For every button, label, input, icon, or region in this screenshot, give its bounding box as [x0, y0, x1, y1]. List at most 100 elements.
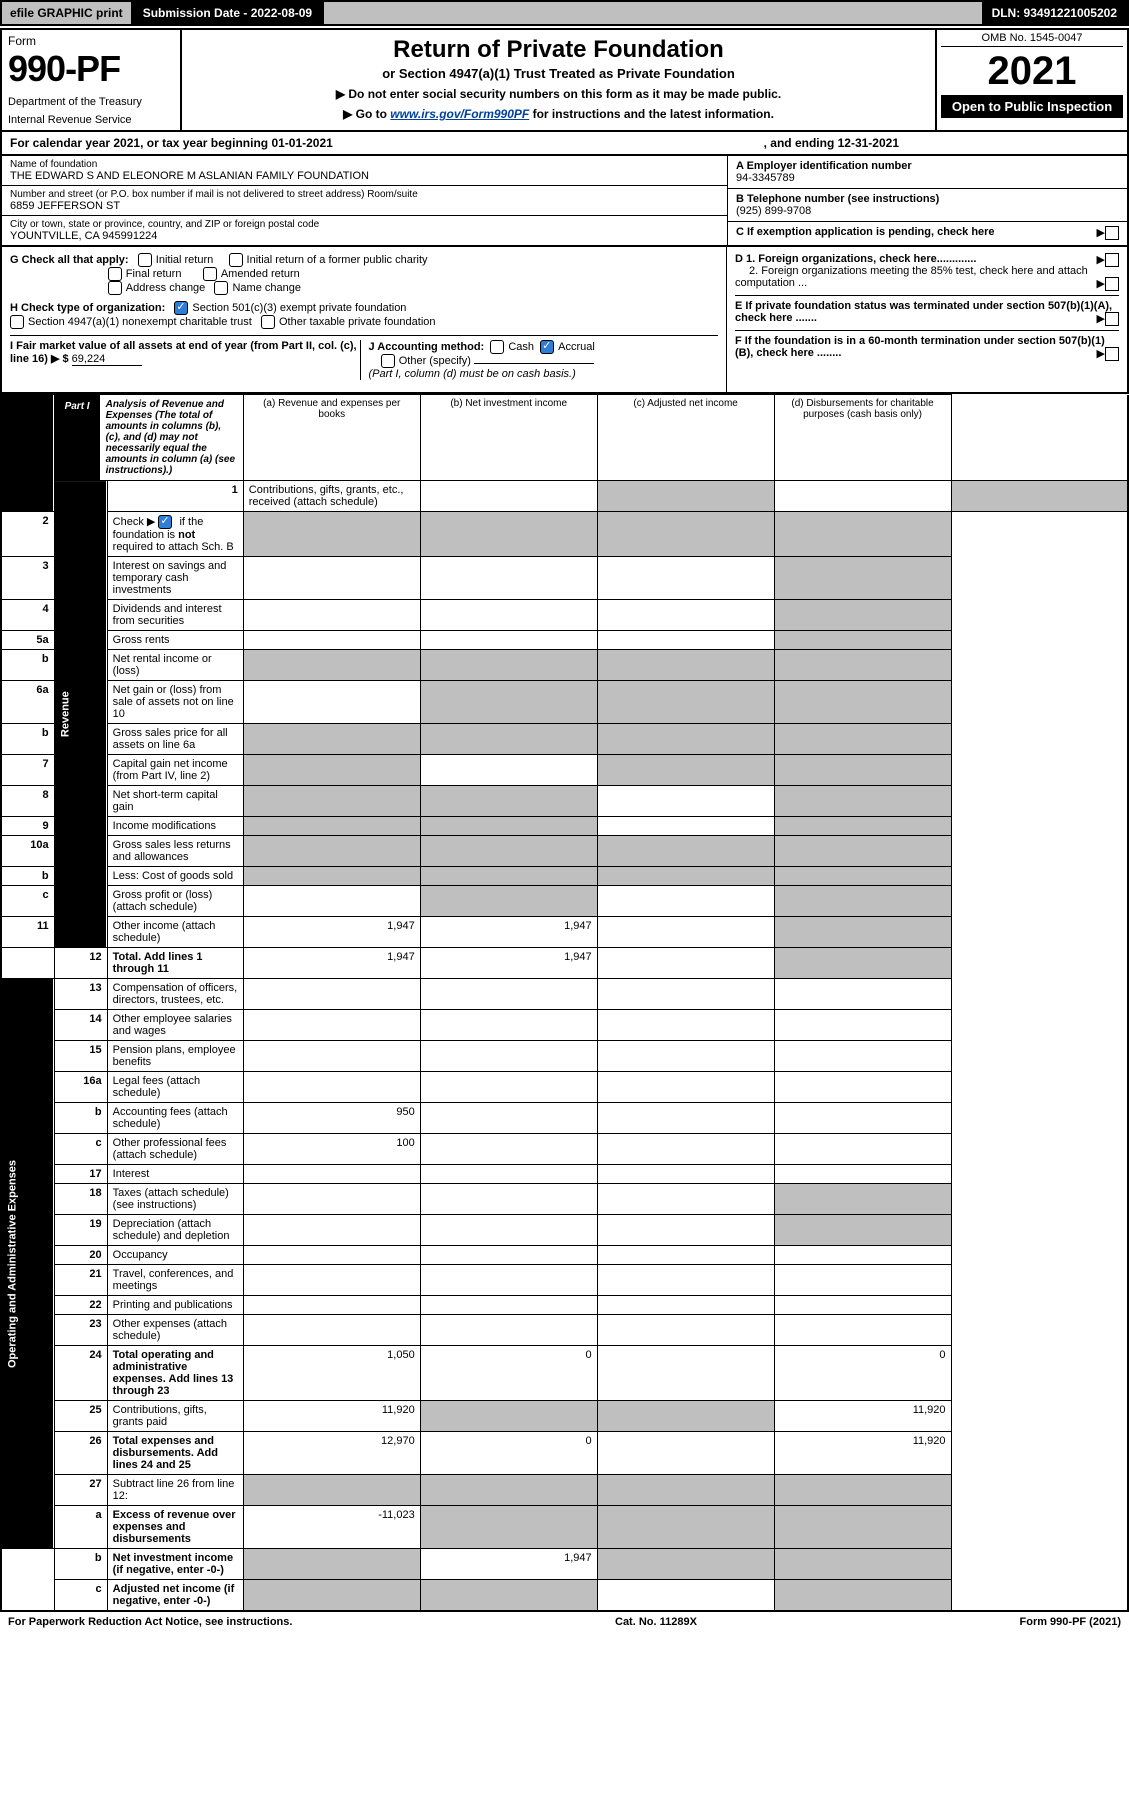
- d1-chk[interactable]: [1105, 253, 1119, 267]
- header-left: Form 990-PF Department of the Treasury I…: [2, 30, 182, 130]
- row-9: 9Income modifications: [1, 817, 1128, 836]
- g-final: Final return: [126, 268, 182, 280]
- name-row: Name of foundation THE EDWARD S AND ELEO…: [2, 156, 727, 186]
- row-12: 12Total. Add lines 1 through 111,9471,94…: [1, 948, 1128, 979]
- g-initial-former-chk[interactable]: [229, 253, 243, 267]
- row-10a: 10aGross sales less returns and allowanc…: [1, 836, 1128, 867]
- d1-lbl: D 1. Foreign organizations, check here..…: [735, 253, 976, 265]
- g-final-chk[interactable]: [108, 267, 122, 281]
- row-5b: bNet rental income or (loss): [1, 650, 1128, 681]
- e-lbl: E If private foundation status was termi…: [735, 300, 1112, 324]
- d-line: D 1. Foreign organizations, check here..…: [735, 253, 1119, 289]
- row-25: 25Contributions, gifts, grants paid11,92…: [1, 1401, 1128, 1432]
- row-17: 17Interest: [1, 1165, 1128, 1184]
- e-chk[interactable]: [1105, 312, 1119, 326]
- row-14: 14Other employee salaries and wages: [1, 1010, 1128, 1041]
- form-header: Form 990-PF Department of the Treasury I…: [0, 28, 1129, 132]
- h-c3-chk[interactable]: [174, 301, 188, 315]
- side-rev: Revenue: [54, 481, 107, 948]
- g-amended-chk[interactable]: [203, 267, 217, 281]
- part1-table: Part I Analysis of Revenue and Expenses …: [0, 394, 1129, 1612]
- schb-chk[interactable]: [158, 515, 172, 529]
- tax-year: 2021: [941, 51, 1123, 91]
- city-row: City or town, state or province, country…: [2, 216, 727, 245]
- checks-right: D 1. Foreign organizations, check here..…: [727, 247, 1127, 392]
- h-other-chk[interactable]: [261, 315, 275, 329]
- g-address-chk[interactable]: [108, 281, 122, 295]
- street-val: 6859 JEFFERSON ST: [10, 200, 719, 212]
- row-18: 18Taxes (attach schedule) (see instructi…: [1, 1184, 1128, 1215]
- j-accrual-chk[interactable]: [540, 340, 554, 354]
- form-title: Return of Private Foundation: [192, 36, 925, 64]
- e-line: E If private foundation status was termi…: [735, 295, 1119, 324]
- city-lbl: City or town, state or province, country…: [10, 219, 719, 230]
- row-16c: cOther professional fees (attach schedul…: [1, 1134, 1128, 1165]
- form-number: 990-PF: [8, 48, 174, 90]
- g-initial: Initial return: [156, 254, 213, 266]
- h-a1-chk[interactable]: [10, 315, 24, 329]
- g-line: G Check all that apply: Initial return I…: [10, 253, 718, 295]
- j-other-line: [474, 363, 594, 364]
- checks-block: G Check all that apply: Initial return I…: [0, 247, 1129, 394]
- c-row: C If exemption application is pending, c…: [728, 222, 1127, 242]
- col-a: (a) Revenue and expenses per books: [243, 395, 420, 481]
- row-27b: bNet investment income (if negative, ent…: [1, 1549, 1128, 1580]
- row-26: 26Total expenses and disbursements. Add …: [1, 1432, 1128, 1475]
- row-3: 3Interest on savings and temporary cash …: [1, 557, 1128, 600]
- dln-label: DLN: 93491221005202: [982, 2, 1127, 24]
- city-val: YOUNTVILLE, CA 945991224: [10, 230, 719, 242]
- row-15: 15Pension plans, employee benefits: [1, 1041, 1128, 1072]
- j-cash-chk[interactable]: [490, 340, 504, 354]
- g-initial-former: Initial return of a former public charit…: [247, 254, 428, 266]
- row-6b: bGross sales price for all assets on lin…: [1, 724, 1128, 755]
- checks-left: G Check all that apply: Initial return I…: [2, 247, 727, 392]
- irs-link[interactable]: www.irs.gov/Form990PF: [390, 107, 529, 121]
- row-10b: bLess: Cost of goods sold: [1, 867, 1128, 886]
- row-4: 4Dividends and interest from securities: [1, 600, 1128, 631]
- open-inspection: Open to Public Inspection: [941, 95, 1123, 118]
- ein-row: A Employer identification number 94-3345…: [728, 156, 1127, 189]
- h-other: Other taxable private foundation: [279, 316, 436, 328]
- info-right: A Employer identification number 94-3345…: [727, 156, 1127, 245]
- j-note: (Part I, column (d) must be on cash basi…: [369, 368, 576, 380]
- d2-chk[interactable]: [1105, 277, 1119, 291]
- band-end: , and ending 12-31-2021: [764, 136, 899, 150]
- g-label: G Check all that apply:: [10, 254, 129, 266]
- c-lbl: C If exemption application is pending, c…: [736, 226, 995, 238]
- h-a1: Section 4947(a)(1) nonexempt charitable …: [28, 316, 252, 328]
- footer-left: For Paperwork Reduction Act Notice, see …: [8, 1616, 292, 1628]
- form-subtitle: or Section 4947(a)(1) Trust Treated as P…: [192, 66, 925, 81]
- side-revenue: [1, 395, 54, 512]
- ssn-note: ▶ Do not enter social security numbers o…: [192, 87, 925, 101]
- g-name-chk[interactable]: [214, 281, 228, 295]
- row-2: 2Check ▶ if the foundation is not requir…: [1, 512, 1128, 557]
- g-address: Address change: [126, 282, 206, 294]
- row-10c: cGross profit or (loss) (attach schedule…: [1, 886, 1128, 917]
- efile-label: efile GRAPHIC print: [2, 2, 133, 24]
- row-7: 7Capital gain net income (from Part IV, …: [1, 755, 1128, 786]
- row-16b: bAccounting fees (attach schedule)950: [1, 1103, 1128, 1134]
- row-6a: 6aNet gain or (loss) from sale of assets…: [1, 681, 1128, 724]
- footer: For Paperwork Reduction Act Notice, see …: [0, 1612, 1129, 1632]
- foundation-name: THE EDWARD S AND ELEONORE M ASLANIAN FAM…: [10, 170, 719, 182]
- irs-label: Internal Revenue Service: [8, 114, 174, 126]
- col-b: (b) Net investment income: [420, 395, 597, 481]
- h-c3: Section 501(c)(3) exempt private foundat…: [192, 302, 406, 314]
- f-chk[interactable]: [1105, 347, 1119, 361]
- d2-lbl: 2. Foreign organizations meeting the 85%…: [735, 265, 1088, 289]
- j-other-chk[interactable]: [381, 354, 395, 368]
- c-checkbox[interactable]: [1105, 226, 1119, 240]
- g-amended: Amended return: [221, 268, 300, 280]
- part1-label: Part I: [55, 395, 100, 480]
- g-initial-chk[interactable]: [138, 253, 152, 267]
- i-block: I Fair market value of all assets at end…: [10, 340, 360, 380]
- submission-date: Submission Date - 2022-08-09: [133, 2, 324, 24]
- row-11: 11Other income (attach schedule)1,9471,9…: [1, 917, 1128, 948]
- info-left: Name of foundation THE EDWARD S AND ELEO…: [2, 156, 727, 245]
- row-13: Operating and Administrative Expenses13C…: [1, 979, 1128, 1010]
- street-row: Number and street (or P.O. box number if…: [2, 186, 727, 216]
- tel-val: (925) 899-9708: [736, 205, 1119, 217]
- row-1: Revenue1Contributions, gifts, grants, et…: [1, 481, 1128, 512]
- part1-header-row: Part I Analysis of Revenue and Expenses …: [1, 395, 1128, 481]
- h-label: H Check type of organization:: [10, 302, 165, 314]
